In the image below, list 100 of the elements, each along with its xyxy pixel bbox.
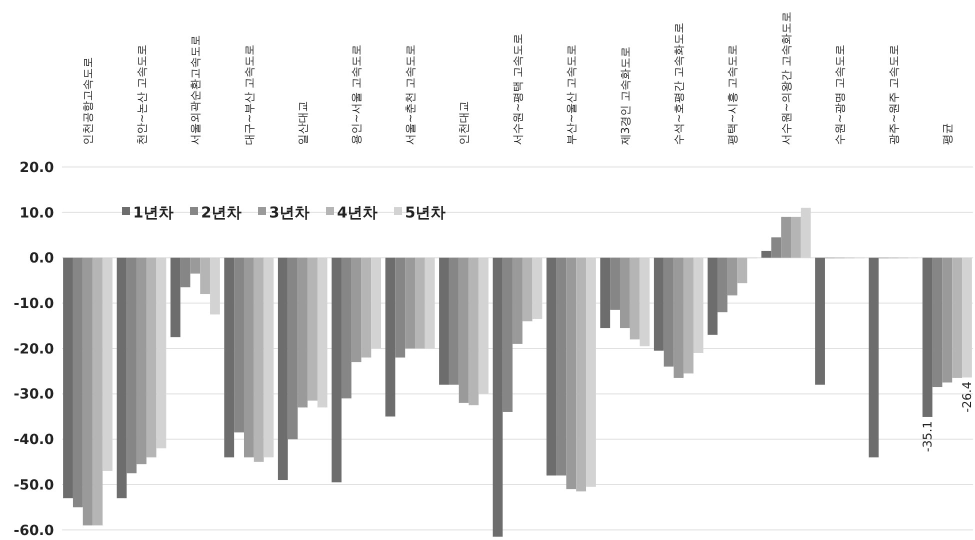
bar [502,258,513,412]
bar [512,258,522,344]
y-tick-label: -50.0 [14,477,54,494]
bar [190,258,200,274]
y-tick-label: -40.0 [14,432,54,448]
bar [522,258,532,322]
bar [718,258,728,312]
bar [298,258,308,408]
data-label: -26.4 [960,382,974,413]
bar [932,258,942,388]
y-tick-label: -10.0 [14,296,54,312]
bar [654,258,664,351]
x-tick-label: 천안~논산 고속도로 [135,44,148,145]
bar [781,216,792,258]
bar [254,258,264,462]
x-tick-label: 대구~부산 고속도로 [242,44,256,145]
bar [640,258,650,346]
y-tick-label: 0.0 [29,250,54,267]
bar [361,258,372,358]
bar [556,258,566,476]
legend-label: 2년차 [201,203,242,222]
x-tick-label: 서울외곽순환고속도로 [189,35,202,145]
x-tick-label: 서울~춘천 고속도로 [404,44,417,145]
bar [576,258,586,492]
x-tick-label: 인천대교 [458,101,471,145]
bar [385,258,396,417]
y-tick-label: -20.0 [14,341,54,358]
bar [868,258,879,458]
bar [962,258,972,378]
bar [82,258,93,526]
bar [458,258,469,403]
x-tick-label: 제3경인 고속화도로 [618,46,632,145]
bar [942,258,952,382]
bar [126,258,137,474]
bar [620,258,630,328]
y-tick-label: -30.0 [14,386,54,403]
bar [586,258,596,487]
bar [264,258,274,458]
bar [92,258,103,526]
bar [424,258,435,348]
x-tick-label: 광주~원주 고속도로 [887,44,900,145]
bar [693,258,704,353]
bar [664,258,674,367]
bar [727,258,738,296]
y-tick-label: 20.0 [19,160,54,176]
x-tick-label: 부산~울산 고속도로 [565,44,578,145]
bar [156,258,166,448]
bar [136,258,146,464]
bar [405,258,416,348]
x-tick-label: 용인~서울 고속도로 [350,44,364,145]
x-tick-label: 일산대교 [296,101,310,145]
bar [815,258,825,385]
x-tick-label: 수원~광명 고속도로 [834,44,847,145]
bar [492,258,503,537]
bar [922,258,932,417]
bar [288,258,298,440]
x-tick-label: 수석~호평간 고속화도로 [672,22,686,145]
bar [244,258,254,458]
x-tick-label: 인천공항고속도로 [82,57,95,145]
bar [116,258,127,498]
bar [630,258,640,340]
bar [791,216,801,258]
bar [448,258,459,385]
bar [317,258,328,408]
bar [342,258,352,398]
x-tick-label: 평택~시흥 고속도로 [726,44,740,145]
bar [610,258,620,310]
bar [468,258,479,406]
x-tick-label: 서수원~의왕간 고속화도로 [780,11,793,145]
bar [800,208,811,258]
bar [200,258,210,294]
bar [234,258,244,432]
bar [308,258,318,401]
x-tick-label: 평균 [941,123,954,145]
bar [478,258,488,394]
bar [170,258,180,338]
bar [439,258,449,385]
bar [180,258,190,288]
legend-label: 5년차 [405,203,446,222]
bar [684,258,694,374]
bar [395,258,406,358]
data-label: -35.1 [920,420,935,452]
legend-label: 4년차 [337,203,378,222]
bar [63,258,73,498]
bar [72,258,83,508]
bar [708,258,718,335]
bar [600,258,610,328]
bar [415,258,425,348]
bar [210,258,220,314]
bar [566,258,576,490]
x-tick-label: 서수원~평택 고속도로 [511,33,524,145]
bar [332,258,342,482]
bar [371,258,382,348]
bar [771,237,782,258]
bar [737,258,748,284]
bar [224,258,234,458]
bar [351,258,362,362]
bar [278,258,288,480]
legend-label: 1년차 [133,203,174,222]
bar [102,258,112,471]
